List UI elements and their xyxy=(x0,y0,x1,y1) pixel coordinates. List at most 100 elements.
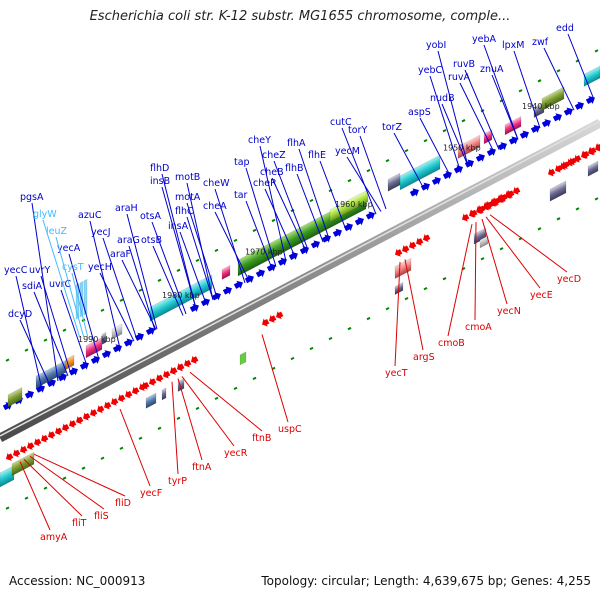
reverse-gene-arrow xyxy=(402,245,410,253)
forward-leader-line xyxy=(441,103,469,167)
reverse-gene-label: yecD xyxy=(557,274,581,285)
forward-leader-line xyxy=(126,213,158,330)
forward-gene-label: dcyD xyxy=(8,309,32,320)
forward-gene-arrow xyxy=(420,182,430,191)
forward-gene-arrow xyxy=(266,263,276,272)
forward-gene-label: yecM xyxy=(335,146,360,157)
position-tick xyxy=(43,338,48,342)
forward-gene-label: flhA xyxy=(287,138,306,149)
reverse-gene-label: yecF xyxy=(140,488,162,499)
position-tick xyxy=(480,257,485,261)
position-tick xyxy=(594,197,599,201)
forward-leader-line xyxy=(31,202,59,382)
forward-leader-line xyxy=(437,50,469,166)
position-tick xyxy=(195,258,200,262)
forward-leader-line xyxy=(245,167,277,267)
reverse-gene-arrow xyxy=(13,449,21,458)
reverse-gene-label: uspC xyxy=(278,424,302,435)
forward-gene-label: flhB xyxy=(285,163,304,174)
position-tick xyxy=(271,218,276,223)
position-tick xyxy=(176,416,181,420)
position-tick xyxy=(347,326,352,331)
reverse-feature-block xyxy=(587,160,599,177)
reverse-gene-arrow xyxy=(83,412,91,421)
accession-text: Accession: NC_000913 xyxy=(9,574,146,588)
forward-leader-line xyxy=(214,211,250,282)
reverse-gene-label: yecN xyxy=(497,306,521,317)
reverse-gene-arrow xyxy=(513,186,521,195)
position-tick xyxy=(556,69,561,73)
reverse-gene-arrow xyxy=(177,363,185,372)
reverse-gene-label: cmoB xyxy=(438,338,465,349)
reverse-gene-arrow xyxy=(27,441,35,450)
position-tick xyxy=(100,456,105,460)
reverse-gene-arrow xyxy=(142,381,150,390)
forward-leader-line xyxy=(102,237,138,340)
reverse-gene-arrow xyxy=(500,193,508,202)
rna-gene-label: leuZ xyxy=(46,226,68,237)
forward-leader-line xyxy=(273,160,309,251)
position-tick xyxy=(461,119,466,123)
position-tick xyxy=(385,306,390,311)
forward-gene-label: insA xyxy=(168,221,189,232)
position-tick xyxy=(556,217,561,221)
forward-leader-line xyxy=(161,173,197,309)
position-tick xyxy=(252,376,257,381)
forward-leader-line xyxy=(393,132,425,190)
forward-leader-line xyxy=(341,127,377,215)
forward-gene-label: flhD xyxy=(150,163,169,174)
forward-gene-label: edd xyxy=(556,23,574,34)
reverse-gene-arrow xyxy=(97,405,105,414)
reverse-gene-arrow xyxy=(20,445,28,454)
forward-leader-line xyxy=(68,253,100,360)
genome-summary-text: Topology: circular; Length: 4,639,675 bp… xyxy=(261,574,591,588)
forward-gene-arrow xyxy=(497,142,507,151)
rna-leader-line xyxy=(42,219,81,339)
reverse-leader-line xyxy=(19,461,51,531)
forward-leader-line xyxy=(464,69,500,150)
reverse-leader-line xyxy=(447,224,473,337)
position-tick xyxy=(328,188,333,193)
forward-gene-label: pgsA xyxy=(20,192,44,203)
reverse-gene-arrow xyxy=(34,438,42,447)
feature-block xyxy=(7,387,23,408)
position-tick xyxy=(233,238,238,243)
forward-gene-label: araF xyxy=(110,249,131,260)
reverse-feature-block xyxy=(239,351,247,366)
forward-gene-arrow xyxy=(288,251,298,260)
position-tick xyxy=(43,486,48,490)
forward-gene-label: cheB xyxy=(260,167,284,178)
position-tick xyxy=(5,358,10,362)
forward-gene-label: otsB xyxy=(141,235,162,246)
reverse-leader-line xyxy=(171,381,179,475)
forward-leader-line xyxy=(151,221,187,315)
forward-leader-line xyxy=(429,75,461,171)
forward-gene-label: lpxM xyxy=(502,40,525,51)
position-tick xyxy=(138,436,143,440)
forward-gene-label: yecJ xyxy=(91,227,111,238)
reverse-gene-arrow xyxy=(90,408,98,417)
position-tick xyxy=(119,298,124,302)
forward-gene-label: nudB xyxy=(430,93,455,104)
reverse-leader-line xyxy=(33,453,126,497)
forward-gene-label: yobI xyxy=(426,40,446,51)
reverse-feature-block xyxy=(161,387,167,401)
reverse-gene-arrow xyxy=(409,241,417,250)
forward-gene-label: yecA xyxy=(57,243,81,254)
forward-gene-label: tar xyxy=(234,190,248,201)
reverse-gene-arrow xyxy=(395,248,403,257)
forward-leader-line xyxy=(186,182,214,300)
feature-block xyxy=(483,129,493,145)
forward-gene-arrow xyxy=(57,373,67,382)
kbp-tick-label: 1940 kbp xyxy=(522,102,560,111)
forward-gene-arrow xyxy=(365,211,375,220)
forward-gene-label: yebA xyxy=(472,34,496,45)
forward-gene-arrow xyxy=(541,119,551,128)
forward-gene-arrow xyxy=(255,269,265,278)
position-tick xyxy=(594,49,599,53)
forward-gene-arrow xyxy=(222,286,232,295)
forward-leader-line xyxy=(19,319,51,386)
forward-gene-arrow xyxy=(332,228,342,237)
